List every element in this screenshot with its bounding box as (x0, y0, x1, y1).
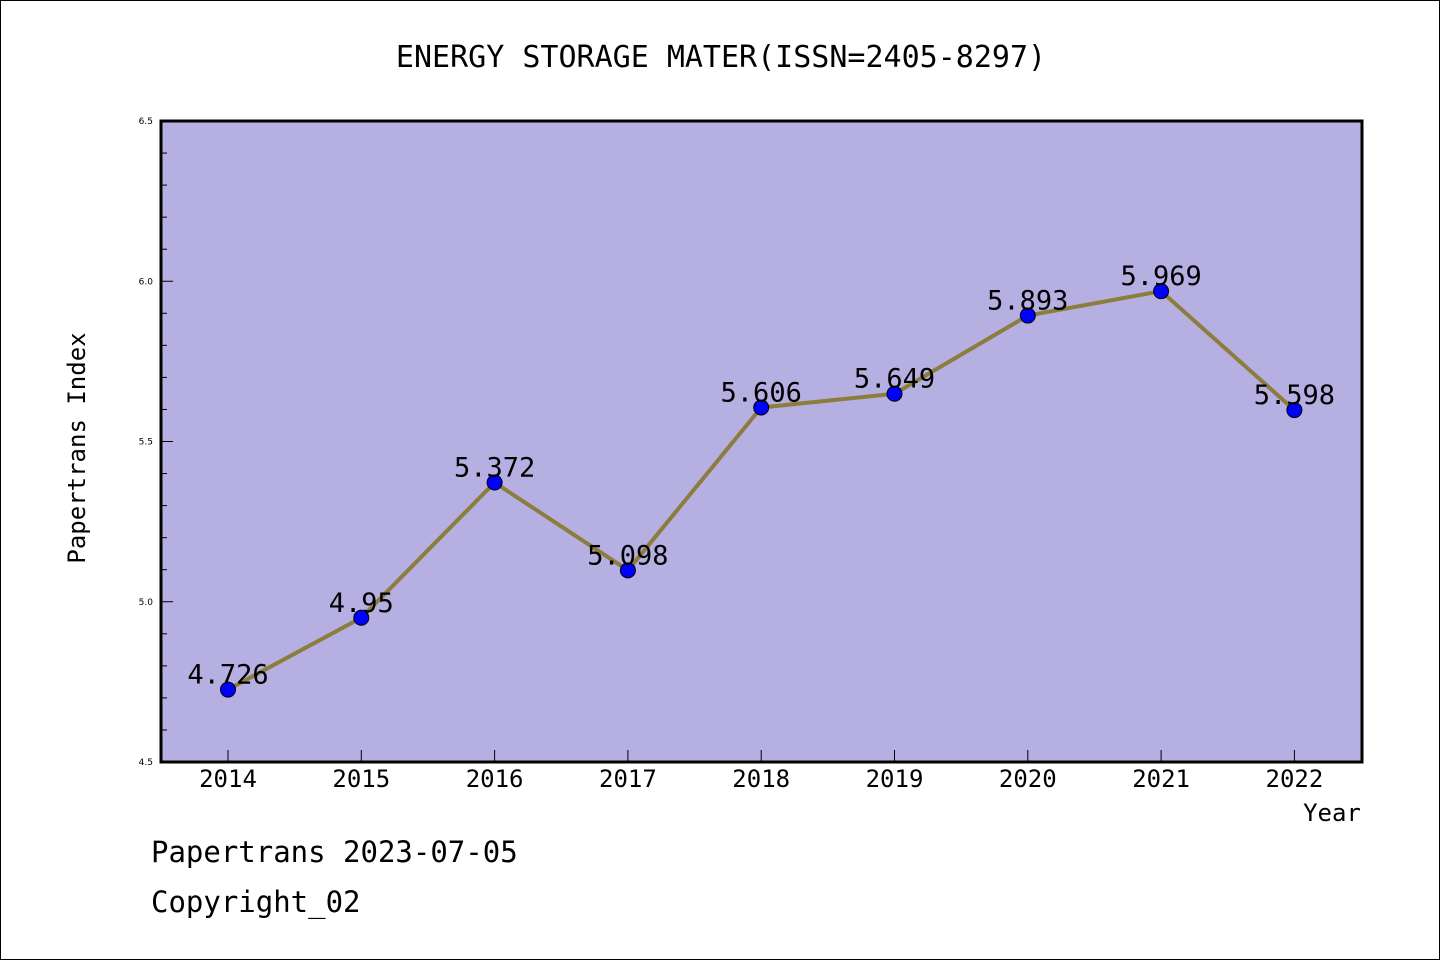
x-tick-label: 2020 (999, 765, 1057, 793)
y-axis-label: Papertrans Index (63, 332, 91, 563)
data-point-marker (1153, 283, 1170, 300)
x-tick-label: 2017 (599, 765, 657, 793)
y-tick-label: 4.5 (139, 758, 153, 768)
data-label: 5.969 (1120, 261, 1201, 292)
x-tick-label: 2018 (732, 765, 790, 793)
data-label: 4.95 (329, 588, 394, 619)
x-tick-label: 2022 (1266, 765, 1324, 793)
data-label: 5.649 (854, 364, 935, 395)
x-tick-label: 2014 (199, 765, 257, 793)
x-axis: 2014 2015 2016 2017 2018 2019 2020 2021 2022 (199, 750, 1323, 793)
data-point-marker (353, 609, 370, 626)
series-line-group (220, 283, 1303, 698)
data-label: 4.726 (187, 660, 268, 691)
data-point-marker (486, 474, 503, 491)
chart-title: ENERGY STORAGE MATER(ISSN=2405-8297) (396, 40, 1046, 75)
data-point-marker (753, 399, 770, 416)
y-tick-label: 6.5 (139, 117, 153, 127)
x-tick-label: 2015 (332, 765, 390, 793)
plot-area (159, 119, 1364, 764)
data-labels: 4.726 4.95 5.372 5.098 5.606 5.649 5.893 5.969 5… (187, 261, 1335, 690)
x-axis-label: Year (1303, 799, 1361, 827)
data-label: 5.893 (987, 286, 1068, 317)
data-point-marker (220, 681, 236, 698)
data-point-marker (886, 385, 903, 402)
data-label: 5.098 (587, 540, 668, 571)
y-tick-label: 5.5 (139, 438, 153, 448)
y-axis: 4.5 5.0 5.5 6.0 6.5 (139, 117, 173, 768)
data-label: 5.372 (454, 453, 535, 484)
x-tick-label: 2021 (1132, 765, 1190, 793)
y-tick-label: 5.0 (139, 598, 154, 608)
data-point-marker (619, 562, 636, 579)
x-tick-label: 2019 (866, 765, 924, 793)
data-label: 5.606 (721, 378, 802, 409)
data-point-marker (1286, 402, 1303, 419)
footer-copyright-text: Copyright_02 (151, 885, 361, 919)
y-tick-label: 6.0 (139, 277, 154, 287)
data-point-marker (1019, 307, 1036, 324)
footer-date-text: Papertrans 2023-07-05 (151, 835, 518, 869)
data-label: 5.598 (1254, 380, 1335, 411)
x-tick-label: 2016 (466, 765, 524, 793)
